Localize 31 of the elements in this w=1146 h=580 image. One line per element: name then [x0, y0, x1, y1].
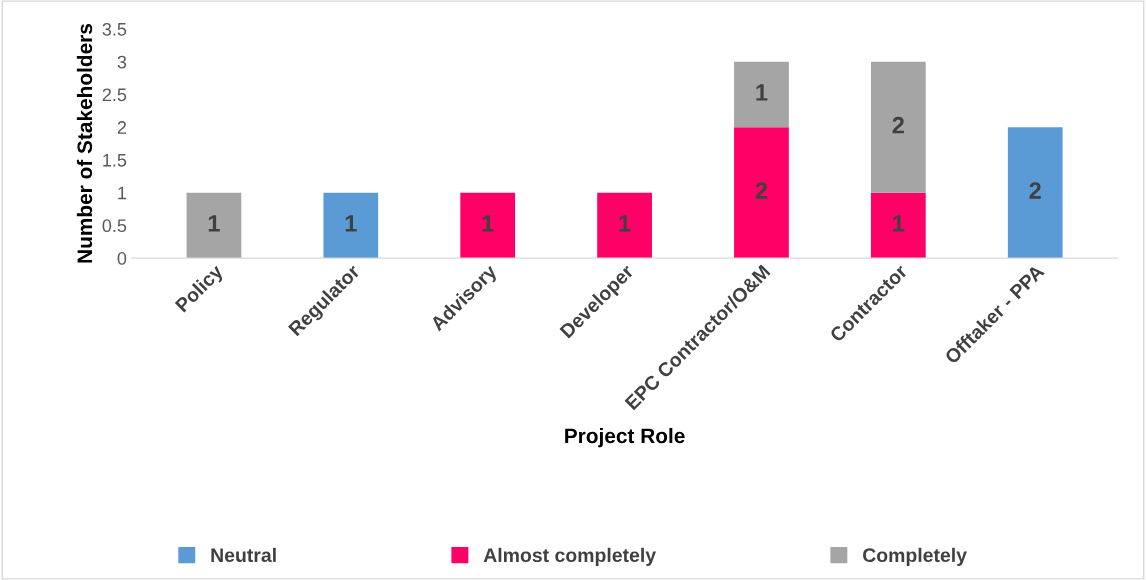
legend-label: Completely	[863, 547, 967, 566]
bar	[460, 192, 516, 259]
bar	[734, 61, 789, 128]
data-label: 1	[756, 84, 768, 101]
data-label: 1	[482, 215, 494, 232]
y-tick-label: 3	[117, 55, 127, 69]
bar	[1007, 127, 1063, 259]
y-tick-label: 0.5	[102, 219, 127, 233]
data-label: 2	[892, 116, 904, 134]
data-label: 2	[755, 182, 768, 199]
data-label: 2	[1029, 182, 1041, 199]
data-label: 1	[619, 215, 631, 232]
legend-label: Neutral	[211, 547, 276, 563]
bar	[734, 127, 789, 259]
legend-label: Almost completely	[483, 547, 656, 566]
x-axis-title: Project Role	[565, 427, 685, 448]
bar	[597, 192, 652, 259]
y-tick-label: 3.5	[102, 22, 127, 36]
data-label: 1	[893, 215, 905, 232]
y-tick-label: 1	[118, 186, 127, 200]
bar	[870, 61, 926, 193]
y-tick-label: 2.5	[102, 88, 127, 102]
bar	[323, 192, 379, 259]
y-tick-label: 0	[117, 252, 127, 265]
bar	[186, 192, 242, 259]
bar	[870, 192, 926, 259]
data-label: 1	[345, 215, 357, 232]
y-tick-label: 1.5	[103, 154, 127, 167]
y-tick-label: 2	[117, 121, 127, 134]
data-label: 1	[208, 215, 220, 232]
y-axis-title: Number of Stakeholders	[76, 24, 93, 263]
